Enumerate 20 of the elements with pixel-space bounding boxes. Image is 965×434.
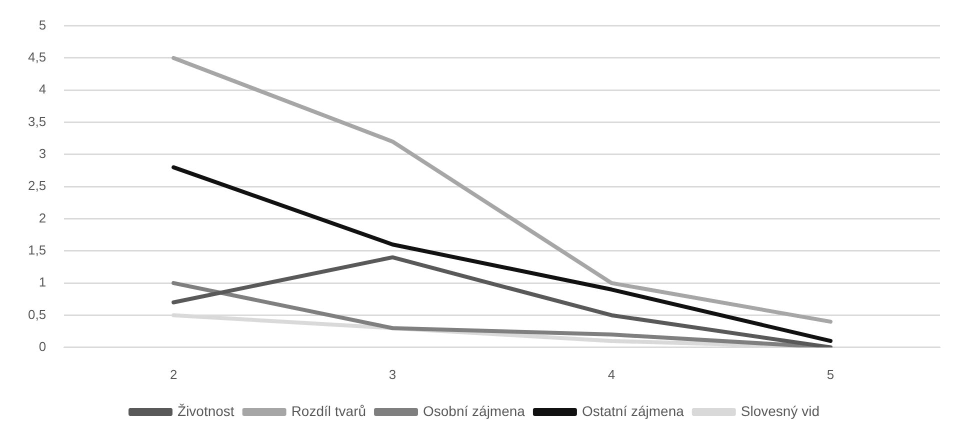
legend-label: Osobní zájmena xyxy=(423,402,526,419)
x-tick-label: 5 xyxy=(826,366,834,382)
x-tick-label: 4 xyxy=(608,366,616,382)
y-tick-label: 0 xyxy=(38,338,46,354)
y-tick-label: 2,5 xyxy=(28,178,46,194)
y-tick-label: 3,5 xyxy=(28,114,46,129)
y-tick-label: 0,5 xyxy=(28,306,46,322)
legend-label: Ostatní zájmena xyxy=(582,402,684,419)
y-tick-label: 4 xyxy=(38,82,46,97)
y-tick-label: 2 xyxy=(38,210,46,226)
y-tick-label: 3 xyxy=(38,146,46,162)
legend-label: Slovesný vid xyxy=(740,402,820,419)
y-tick-label: 1 xyxy=(38,274,46,290)
x-tick-label: 2 xyxy=(170,366,178,382)
y-tick-label: 1,5 xyxy=(28,242,46,258)
legend-label: Životnost xyxy=(178,402,234,419)
legend-label: Rozdíl tvarů xyxy=(291,402,366,419)
y-tick-label: 5 xyxy=(38,17,46,32)
y-tick-label: 4,5 xyxy=(28,50,46,65)
x-tick-label: 3 xyxy=(388,366,396,382)
